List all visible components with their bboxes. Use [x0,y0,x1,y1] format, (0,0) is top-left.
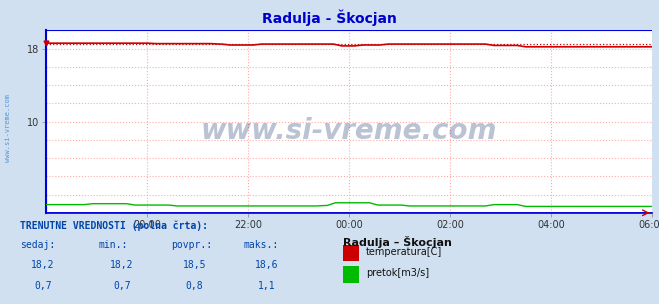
Text: min.:: min.: [99,240,129,250]
Text: maks.:: maks.: [244,240,279,250]
Text: 18,5: 18,5 [183,260,206,270]
Text: 18,2: 18,2 [31,260,55,270]
Text: TRENUTNE VREDNOSTI (polna črta):: TRENUTNE VREDNOSTI (polna črta): [20,220,208,231]
Text: 0,8: 0,8 [186,281,203,291]
Text: 1,1: 1,1 [258,281,275,291]
Text: pretok[m3/s]: pretok[m3/s] [366,268,429,278]
Text: temperatura[C]: temperatura[C] [366,247,442,257]
Text: www.si-vreme.com: www.si-vreme.com [5,94,11,162]
Text: sedaj:: sedaj: [20,240,55,250]
Text: www.si-vreme.com: www.si-vreme.com [201,117,498,145]
Text: 18,2: 18,2 [110,260,134,270]
Text: 0,7: 0,7 [113,281,130,291]
Text: 0,7: 0,7 [34,281,51,291]
Text: Radulja – Škocjan: Radulja – Škocjan [343,236,451,247]
Text: povpr.:: povpr.: [171,240,212,250]
Text: Radulja - Škocjan: Radulja - Škocjan [262,9,397,26]
Text: 18,6: 18,6 [255,260,279,270]
